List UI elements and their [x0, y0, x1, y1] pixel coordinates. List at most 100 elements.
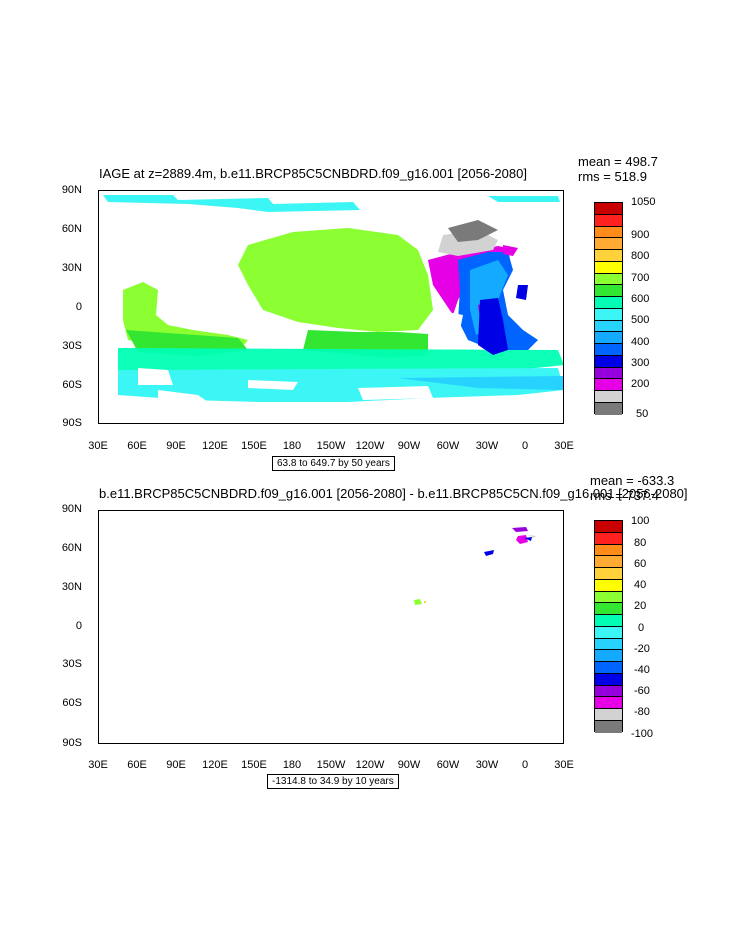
- colorbar-swatch: [595, 721, 622, 733]
- p2-lat-60n: 60N: [61, 542, 82, 554]
- p1-cb-700: 700: [631, 272, 650, 284]
- p1-lon-150w: 150W: [316, 440, 346, 452]
- colorbar-swatch: [595, 273, 622, 286]
- colorbar-swatch: [595, 261, 622, 274]
- colorbar-swatch: [595, 673, 622, 686]
- colorbar-swatch: [595, 591, 622, 604]
- colorbar-swatch: [595, 391, 622, 404]
- colorbar-swatch: [595, 238, 622, 251]
- panel1-colorbar: [594, 202, 623, 415]
- p2-lon-30e: 30E: [88, 759, 108, 771]
- p2-cb-n60: -60: [634, 685, 650, 697]
- panel1-title: IAGE at z=2889.4m, b.e11.BRCP85C5CNBDRD.…: [99, 166, 527, 181]
- p1-lon-60e: 60E: [127, 440, 147, 452]
- colorbar-swatch: [595, 615, 622, 627]
- p2-cb-n20: -20: [634, 643, 650, 655]
- p2-lat-90n: 90N: [61, 503, 82, 515]
- p2-cb-20: 20: [634, 600, 647, 612]
- p1-cb-50: 50: [636, 408, 649, 420]
- colorbar-swatch: [595, 297, 622, 309]
- p2-lon-180: 180: [282, 759, 302, 771]
- p1-lat-60s: 60S: [62, 379, 82, 391]
- p2-lat-0: 0: [75, 620, 82, 632]
- p2-cb-n80: -80: [634, 706, 650, 718]
- p2-lon-120e: 120E: [202, 759, 228, 771]
- panel2-map: [98, 510, 564, 744]
- p1-lat-30n: 30N: [61, 262, 82, 274]
- colorbar-swatch: [595, 355, 622, 368]
- p2-cb-100: 100: [631, 515, 650, 527]
- colorbar-swatch: [595, 697, 622, 710]
- colorbar-swatch: [595, 579, 622, 592]
- colorbar-swatch: [595, 332, 622, 345]
- panel2-title: b.e11.BRCP85C5CNBDRD.f09_g16.001 [2056-2…: [99, 486, 688, 501]
- p2-lon-150w: 150W: [316, 759, 346, 771]
- p2-cb-40: 40: [634, 579, 647, 591]
- colorbar-swatch: [595, 214, 622, 227]
- colorbar-swatch: [595, 344, 622, 356]
- p1-lat-0: 0: [75, 301, 82, 313]
- p2-lon-60w: 60W: [436, 759, 460, 771]
- p1-cb-900: 900: [631, 229, 650, 241]
- p1-lon-120w: 120W: [355, 440, 385, 452]
- panel2-contour-info: -1314.8 to 34.9 by 10 years: [267, 774, 399, 789]
- p1-lat-30s: 30S: [62, 340, 82, 352]
- colorbar-swatch: [595, 544, 622, 557]
- p1-lon-90w: 90W: [397, 440, 421, 452]
- p1-lon-180: 180: [282, 440, 302, 452]
- p2-lon-30w: 30W: [475, 759, 499, 771]
- p1-lat-60n: 60N: [61, 223, 82, 235]
- p1-cb-500: 500: [631, 314, 650, 326]
- colorbar-swatch: [595, 226, 622, 239]
- panel2-map-frame: [98, 510, 564, 744]
- p2-lat-30n: 30N: [61, 581, 82, 593]
- p1-lon-120e: 120E: [202, 440, 228, 452]
- colorbar-swatch: [595, 532, 622, 545]
- p1-lat-90s: 90S: [62, 417, 82, 429]
- p1-cb-800: 800: [631, 250, 650, 262]
- colorbar-swatch: [595, 638, 622, 651]
- p1-cb-600: 600: [631, 293, 650, 305]
- colorbar-swatch: [595, 685, 622, 698]
- p1-lat-90n: 90N: [61, 184, 82, 196]
- p2-cb-60: 60: [634, 558, 647, 570]
- panel1-mean: mean = 498.7: [578, 154, 658, 169]
- p2-lon-0: 0: [521, 759, 529, 771]
- panel1-map-frame: [98, 190, 564, 424]
- p1-cb-400: 400: [631, 336, 650, 348]
- p1-lon-30e: 30E: [88, 440, 108, 452]
- colorbar-swatch: [595, 403, 622, 415]
- colorbar-swatch: [595, 626, 622, 639]
- colorbar-swatch: [595, 203, 622, 215]
- p2-cb-n40: -40: [634, 664, 650, 676]
- colorbar-swatch: [595, 285, 622, 298]
- p1-lon-0: 0: [521, 440, 529, 452]
- panel2-rms: rms = 737.4: [590, 488, 660, 503]
- p1-lon-30w: 30W: [475, 440, 499, 452]
- colorbar-swatch: [595, 709, 622, 722]
- p2-lat-90s: 90S: [62, 737, 82, 749]
- p2-lon-30e-end: 30E: [554, 759, 574, 771]
- p1-lon-60w: 60W: [436, 440, 460, 452]
- panel2-mean: mean = -633.3: [590, 473, 675, 488]
- p1-cb-200: 200: [631, 378, 650, 390]
- colorbar-swatch: [595, 320, 622, 333]
- panel2-colorbar: [594, 520, 623, 733]
- p1-lon-150e: 150E: [241, 440, 267, 452]
- p2-lon-150e: 150E: [241, 759, 267, 771]
- colorbar-swatch: [595, 603, 622, 616]
- p1-lon-30e-end: 30E: [554, 440, 574, 452]
- colorbar-swatch: [595, 521, 622, 533]
- panel1-map: [98, 190, 564, 424]
- p2-cb-0: 0: [638, 622, 645, 634]
- p1-lon-90e: 90E: [166, 440, 186, 452]
- colorbar-swatch: [595, 650, 622, 663]
- colorbar-swatch: [595, 556, 622, 569]
- p1-cb-300: 300: [631, 357, 650, 369]
- colorbar-swatch: [595, 379, 622, 392]
- p2-lon-90w: 90W: [397, 759, 421, 771]
- panel1-rms: rms = 518.9: [578, 169, 648, 184]
- p2-lat-60s: 60S: [62, 697, 82, 709]
- p2-lon-120w: 120W: [355, 759, 385, 771]
- p2-lat-30s: 30S: [62, 658, 82, 670]
